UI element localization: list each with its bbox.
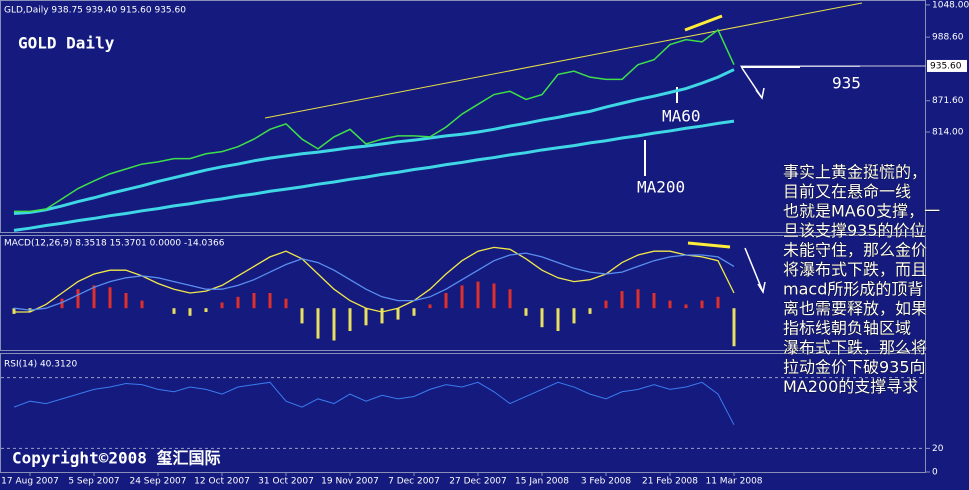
macd-bar xyxy=(300,308,304,324)
macd-bar xyxy=(188,308,192,316)
macd-bar xyxy=(732,308,736,347)
commentary-line: 将瀑布式下跌，而且 xyxy=(783,260,927,279)
x-tick-label: 5 Sep 2007 xyxy=(68,477,119,487)
macd-bar xyxy=(604,300,608,309)
macd-bar xyxy=(364,308,368,326)
commentary-line: 拉动金价下破935向 xyxy=(783,358,926,377)
commentary-line: 离也需要释放，如果 xyxy=(783,299,927,318)
y-tick-label: 988.60 xyxy=(932,33,964,43)
rsi-line xyxy=(13,381,735,426)
macd-bar xyxy=(668,300,672,309)
macd-bar xyxy=(348,308,352,331)
macd-bar xyxy=(700,300,704,309)
macd-line xyxy=(14,246,735,313)
rsi-title: RSI(14) 40.3120 xyxy=(4,360,77,370)
support-label: 935 xyxy=(832,74,861,93)
commentary-line: MA200的支撑寻求 xyxy=(783,377,918,396)
macd-bar xyxy=(540,308,544,328)
last-price-label: 935.60 xyxy=(930,61,962,71)
macd-bar xyxy=(268,293,272,309)
x-tick-label: 24 Sep 2007 xyxy=(129,477,186,487)
macd-bar xyxy=(412,308,416,316)
macd-bar xyxy=(428,304,432,309)
macd-bar xyxy=(92,285,96,309)
macd-bar xyxy=(396,308,400,320)
macd-bar xyxy=(636,289,640,309)
macd-bar xyxy=(108,287,112,309)
x-tick-label: 21 Feb 2008 xyxy=(642,477,698,487)
y-tick-label: 1048.00 xyxy=(932,0,969,10)
ma-line xyxy=(13,68,735,216)
price-line xyxy=(14,28,735,213)
x-tick-label: 7 Dec 2007 xyxy=(388,477,440,487)
macd-bar xyxy=(716,296,720,309)
x-tick-label: 12 Oct 2007 xyxy=(194,477,250,487)
y-tick-label: 871.60 xyxy=(932,96,964,106)
commentary-line: 瀑布式下跌，那么将 xyxy=(783,338,927,357)
copyright: Copyright©2008 玺汇国际 xyxy=(12,449,221,468)
commentary-line: 旦该支撑935的价位 xyxy=(783,221,926,240)
macd-bar xyxy=(236,296,240,309)
x-tick-label: 11 Mar 2008 xyxy=(705,477,762,487)
y-tick-label: 814.00 xyxy=(932,128,964,138)
macd-bar xyxy=(332,308,336,341)
last-price-box xyxy=(927,59,967,72)
macd-bar xyxy=(284,298,288,309)
x-tick-label: 19 Nov 2007 xyxy=(321,477,379,487)
macd-bar xyxy=(620,291,624,309)
ma60-label: MA60 xyxy=(662,107,701,126)
macd-bar xyxy=(316,308,320,339)
macd-bar xyxy=(220,302,224,309)
macd-line xyxy=(13,252,735,311)
macd-bar xyxy=(60,298,64,309)
macd-title: MACD(12,26,9) 8.3518 15.3701 0.0000 -14.… xyxy=(4,239,225,249)
macd-bar xyxy=(556,308,560,331)
x-tick-label: 3 Feb 2008 xyxy=(581,477,632,487)
ma-line xyxy=(13,119,735,232)
macd-bar xyxy=(492,283,496,309)
y-tick-label: 0 xyxy=(932,468,938,478)
ma200-label: MA200 xyxy=(637,178,685,197)
macd-bar xyxy=(652,293,656,309)
commentary-line: 目前又在悬命一线 xyxy=(783,182,911,201)
macd-bar xyxy=(140,300,144,309)
macd-bar xyxy=(444,293,448,309)
macd-bar xyxy=(588,308,592,314)
x-tick-label: 15 Jan 2008 xyxy=(515,477,569,487)
y-tick-label: 20 xyxy=(932,444,944,454)
frame xyxy=(0,0,926,473)
x-tick-label: 17 Aug 2007 xyxy=(1,477,59,487)
macd-bar xyxy=(460,285,464,309)
macd-bar xyxy=(76,289,80,309)
macd-bar xyxy=(476,281,480,309)
chart-title: GOLD Daily xyxy=(18,34,115,53)
macd-bar xyxy=(204,308,208,312)
x-tick-label: 27 Dec 2007 xyxy=(449,477,507,487)
macd-bar xyxy=(12,308,16,314)
commentary-line: 事实上黄金挺慌的， xyxy=(783,163,927,182)
commentary-line: 未能守住，那么金价 xyxy=(783,241,927,260)
macd-bar xyxy=(252,293,256,309)
macd-bar xyxy=(524,308,528,316)
x-tick-label: 31 Oct 2007 xyxy=(258,477,314,487)
commentary-line: 指标线朝负轴区域 xyxy=(783,319,911,338)
macd-bar xyxy=(124,293,128,309)
macd-bar xyxy=(684,304,688,309)
subtitle: GLD,Daily 938.75 939.40 915.60 935.60 xyxy=(4,6,186,16)
macd-bar xyxy=(508,289,512,309)
commentary-line: macd所形成的顶背 xyxy=(783,280,923,299)
macd-bar xyxy=(380,308,384,324)
macd-bar xyxy=(172,308,176,314)
annotation-lines xyxy=(264,2,926,294)
macd-bar xyxy=(572,308,576,324)
commentary-line: 也就是MA60支撑，一 xyxy=(783,202,940,221)
